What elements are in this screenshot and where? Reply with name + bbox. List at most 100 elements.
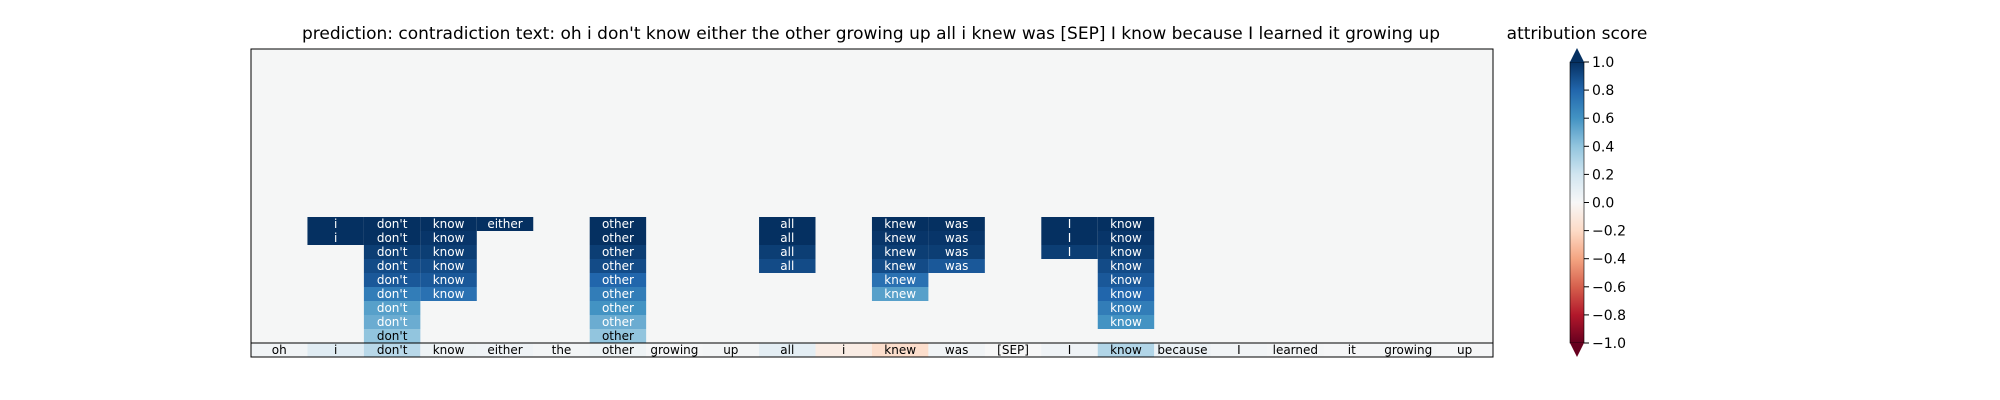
- heatmap-cell: [589, 329, 647, 343]
- token-cell: [871, 343, 929, 357]
- heatmap-cell: [1097, 259, 1155, 273]
- heatmap-cell: [1041, 217, 1098, 231]
- heatmap-cell: [420, 245, 477, 259]
- heatmap-cell: [1097, 231, 1155, 245]
- heatmap-cell-label: i: [334, 231, 337, 245]
- heatmap-cell-label: I: [1068, 217, 1072, 231]
- heatmap-cell-label: knew: [884, 259, 916, 273]
- token-cell: [307, 343, 364, 357]
- heatmap-cell-label: know: [1110, 287, 1142, 301]
- heatmap-cell-label: other: [602, 315, 634, 329]
- heatmap-cell-label: was: [945, 217, 968, 231]
- token-cell: [1154, 343, 1211, 357]
- heatmap-cell: [1041, 245, 1098, 259]
- heatmap-cell: [928, 217, 985, 231]
- token-label: other: [602, 343, 634, 357]
- token-label: growing: [1384, 343, 1432, 357]
- colorbar-tick-label: 0.6: [1592, 111, 1614, 127]
- heatmap-cell-label: other: [602, 329, 634, 343]
- token-label: was: [945, 343, 968, 357]
- token-cell: [420, 343, 477, 357]
- colorbar-extend-top: [1570, 48, 1584, 62]
- token-cell: [251, 343, 308, 357]
- colorbar-tick-label: −0.2: [1592, 224, 1626, 240]
- heatmap-cell: [589, 231, 647, 245]
- token-cell: [1210, 343, 1268, 357]
- colorbar-tick-label: 0.8: [1592, 83, 1614, 99]
- heatmap-cell: [589, 301, 647, 315]
- token-label: up: [1457, 343, 1472, 357]
- heatmap-cell: [928, 245, 985, 259]
- heatmap-cell: [1041, 231, 1098, 245]
- token-label: growing: [650, 343, 698, 357]
- heatmap-cell: [363, 329, 421, 343]
- heatmap-cell-label: don't: [377, 315, 408, 329]
- heatmap-cell: [363, 217, 421, 231]
- heatmap-cell: [871, 287, 929, 301]
- heatmap-cell-label: don't: [377, 329, 408, 343]
- heatmap-cell-label: knew: [884, 231, 916, 245]
- token-label: learned: [1273, 343, 1318, 357]
- heatmap-cell: [1097, 301, 1155, 315]
- heatmap-cell-label: know: [433, 259, 465, 273]
- token-cell: [1097, 343, 1155, 357]
- colorbar-extend-bottom: [1570, 343, 1584, 357]
- heatmap-cell-label: know: [433, 245, 465, 259]
- heatmap-cell-label: don't: [377, 245, 408, 259]
- heatmap-cell-label: don't: [377, 231, 408, 245]
- heatmap-cell-label: I: [1068, 245, 1072, 259]
- heatmap-cell: [589, 287, 647, 301]
- heatmap-cell: [589, 245, 647, 259]
- colorbar-label: attribution score: [1507, 24, 1648, 44]
- token-cell: [984, 343, 1042, 357]
- token-label: know: [1110, 343, 1142, 357]
- heatmap-cell: [420, 231, 477, 245]
- token-label: oh: [272, 343, 287, 357]
- heatmap-cell: [759, 259, 816, 273]
- token-cell: [589, 343, 647, 357]
- colorbar-tick-label: −0.4: [1592, 252, 1626, 268]
- heatmap-cell: [420, 287, 477, 301]
- token-label: [SEP]: [997, 343, 1029, 357]
- heatmap-cell: [363, 301, 421, 315]
- heatmap-cell: [871, 231, 929, 245]
- heatmap-cell-label: all: [780, 231, 794, 245]
- heatmap-cell-label: know: [1110, 273, 1142, 287]
- colorbar-tick-label: −1.0: [1592, 336, 1626, 352]
- heatmap-cell: [871, 217, 929, 231]
- heatmap-cell-label: other: [602, 245, 634, 259]
- token-label: the: [552, 343, 572, 357]
- token-cell: [533, 343, 590, 357]
- heatmap-cell-label: all: [780, 217, 794, 231]
- heatmap-cell: [928, 259, 985, 273]
- heatmap-cell: [1097, 245, 1155, 259]
- heatmap-cell-label: don't: [377, 273, 408, 287]
- heatmap-cell-label: other: [602, 301, 634, 315]
- heatmap-cell-label: other: [602, 259, 634, 273]
- heatmap-cell-label: don't: [377, 287, 408, 301]
- token-label: I: [1237, 343, 1241, 357]
- token-cell: [1436, 343, 1493, 357]
- heatmap-cell-label: was: [945, 259, 968, 273]
- colorbar-gradient: [1569, 61, 1585, 344]
- heatmap-cell: [928, 231, 985, 245]
- heatmap-cell-label: know: [1110, 245, 1142, 259]
- heatmap-cell-label: other: [602, 231, 634, 245]
- colorbar-ticks: 1.0 0.8 0.6 0.4 0.2 0.0 −0.2 −0.4 −0.6 −0.8 −1.0: [1584, 55, 1626, 352]
- heatmap-cell-label: know: [1110, 315, 1142, 329]
- heatmap-cell: [307, 231, 364, 245]
- heatmap-cell-label: other: [602, 273, 634, 287]
- token-cell: [759, 343, 816, 357]
- heatmap-cell-label: I: [1068, 231, 1072, 245]
- heatmap-cell: [589, 273, 647, 287]
- token-cell: [928, 343, 985, 357]
- heatmap-cell-label: know: [1110, 259, 1142, 273]
- heatmap-cell-label: all: [780, 245, 794, 259]
- colorbar-tick-label: 1.0: [1592, 55, 1614, 71]
- token-label: know: [433, 343, 465, 357]
- heatmap-cell-label: all: [780, 259, 794, 273]
- token-cell: [363, 343, 421, 357]
- token-label: i: [334, 343, 337, 357]
- heatmap-cell-label: don't: [377, 301, 408, 315]
